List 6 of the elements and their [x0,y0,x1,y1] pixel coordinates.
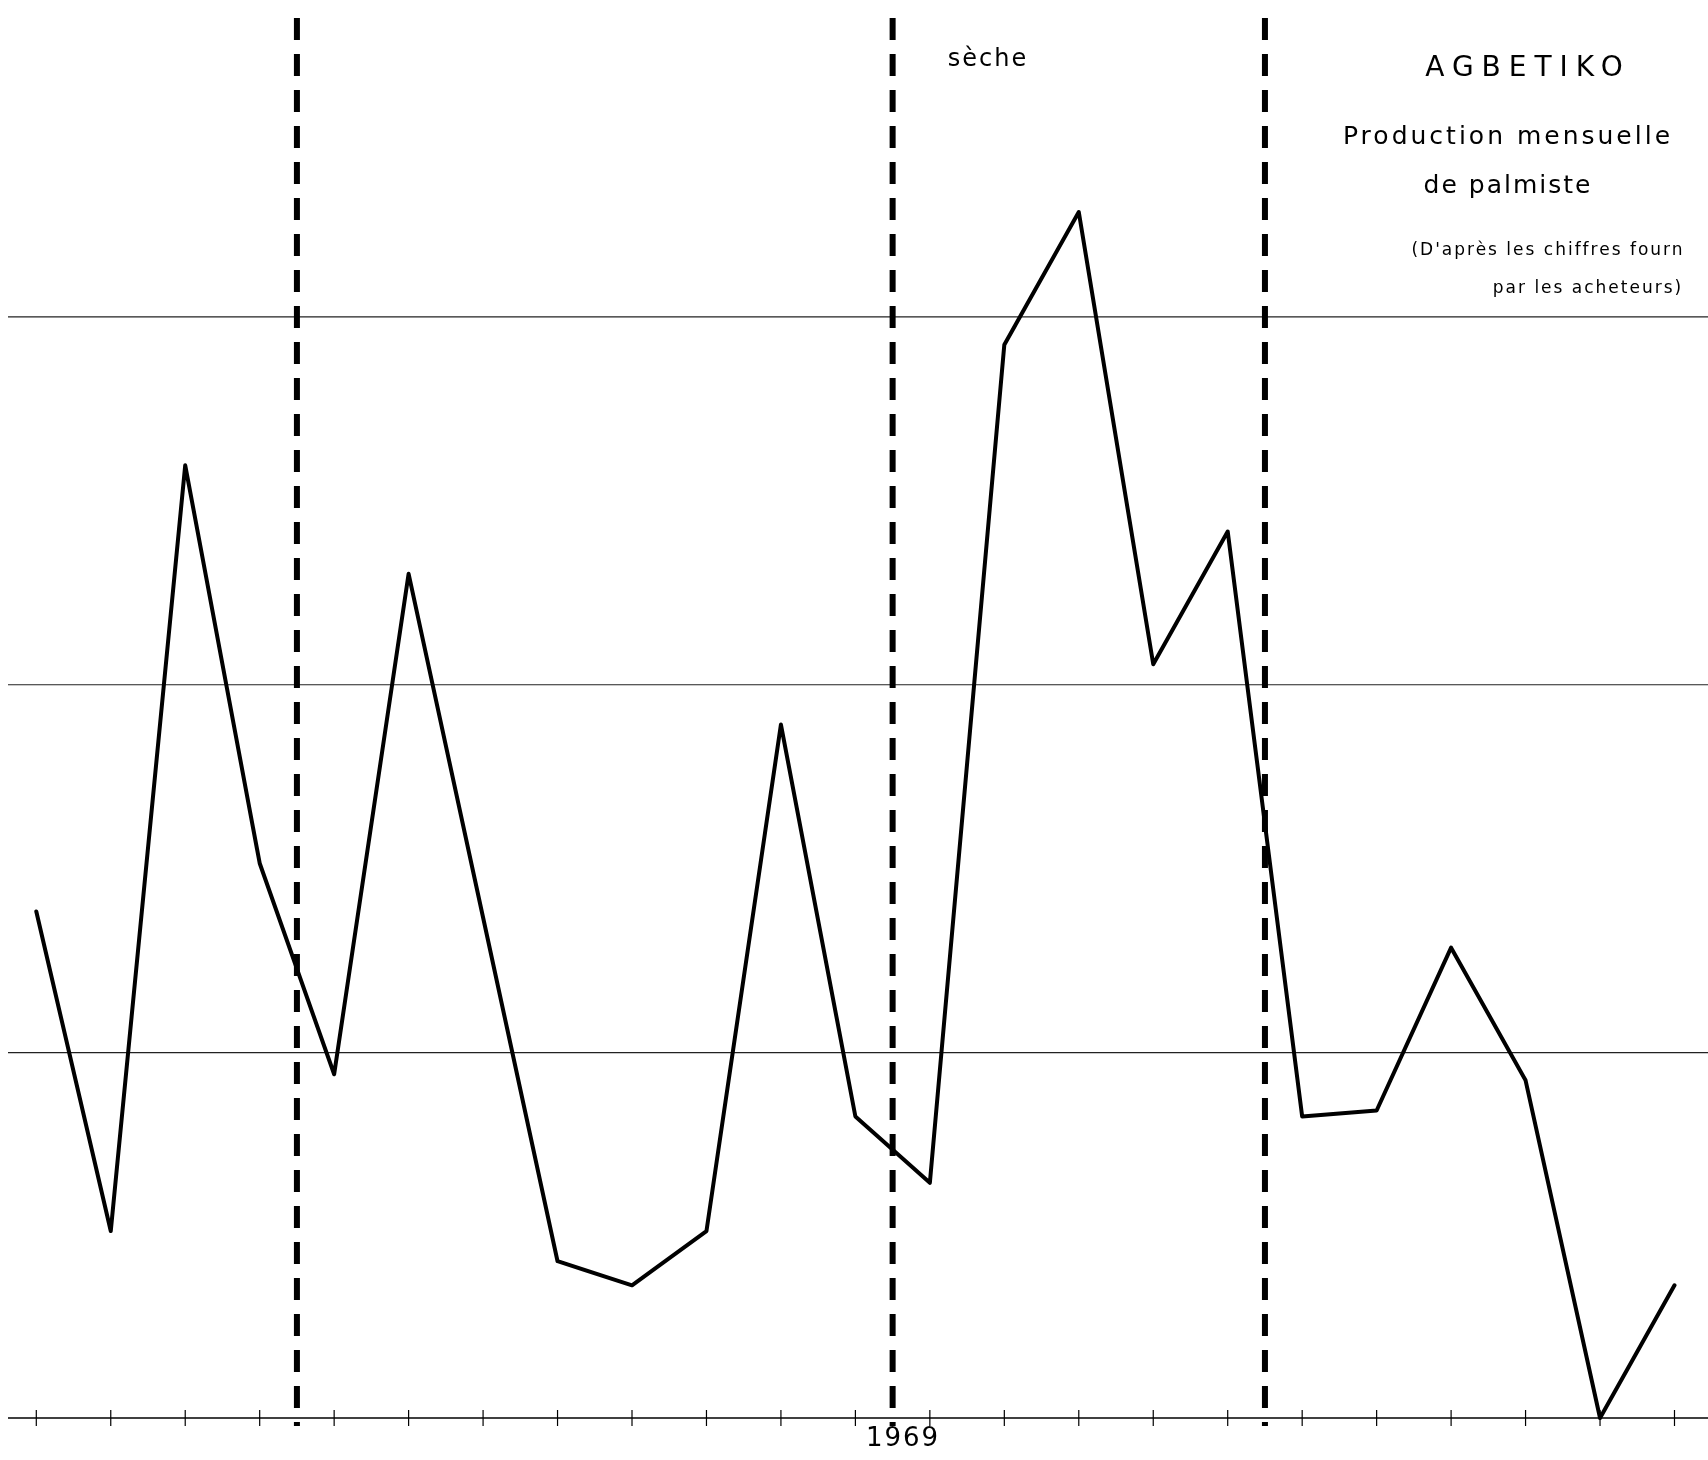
annotation: (D'après les chiffres fourn [1411,239,1685,259]
text: sèche [947,44,1029,72]
annotation: par les acheteurs) [1492,277,1684,297]
chart-subtitle: Production mensuelle de palmiste [1342,121,1674,199]
chart-title: AGBETIKO [1425,50,1631,83]
text: 1969 [865,1422,941,1452]
